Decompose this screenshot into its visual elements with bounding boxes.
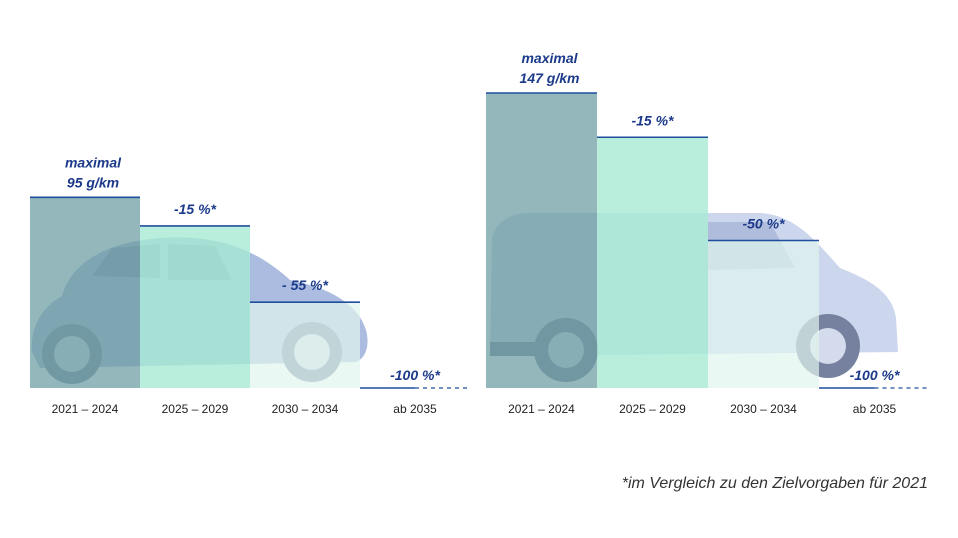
- annotation-change-car-3: -100 %*: [390, 367, 440, 383]
- annotation-value-van: 147 g/km: [520, 70, 580, 86]
- annotation-change-car-1: -15 %*: [174, 201, 217, 217]
- footnote: *im Vergleich zu den Zielvorgaben für 20…: [621, 475, 928, 492]
- tick-label-van-0: 2021 – 2024: [508, 402, 575, 416]
- annotation-change-car-2: - 55 %*: [282, 277, 328, 293]
- tick-label-van-1: 2025 – 2029: [619, 402, 686, 416]
- tick-label-car-0: 2021 – 2024: [52, 402, 119, 416]
- annotation-value-car: 95 g/km: [67, 174, 119, 190]
- annotation-maximal-van: maximal: [521, 50, 578, 66]
- annotation-change-van-3: -100 %*: [850, 367, 900, 383]
- bar-car-0: [30, 197, 140, 388]
- tick-label-car-3: ab 2035: [393, 402, 437, 416]
- annotation-maximal-car: maximal: [65, 154, 122, 170]
- bar-car-2: [250, 302, 360, 388]
- tick-label-car-1: 2025 – 2029: [162, 402, 229, 416]
- bar-van-0: [486, 93, 597, 388]
- tick-label-van-3: ab 2035: [853, 402, 897, 416]
- bar-van-2: [708, 240, 819, 388]
- bar-van-1: [597, 137, 708, 388]
- annotation-change-van-1: -15 %*: [631, 112, 674, 128]
- bar-car-1: [140, 225, 250, 388]
- tick-label-van-2: 2030 – 2034: [730, 402, 797, 416]
- annotation-change-van-2: -50 %*: [742, 216, 785, 232]
- tick-label-car-2: 2030 – 2034: [272, 402, 339, 416]
